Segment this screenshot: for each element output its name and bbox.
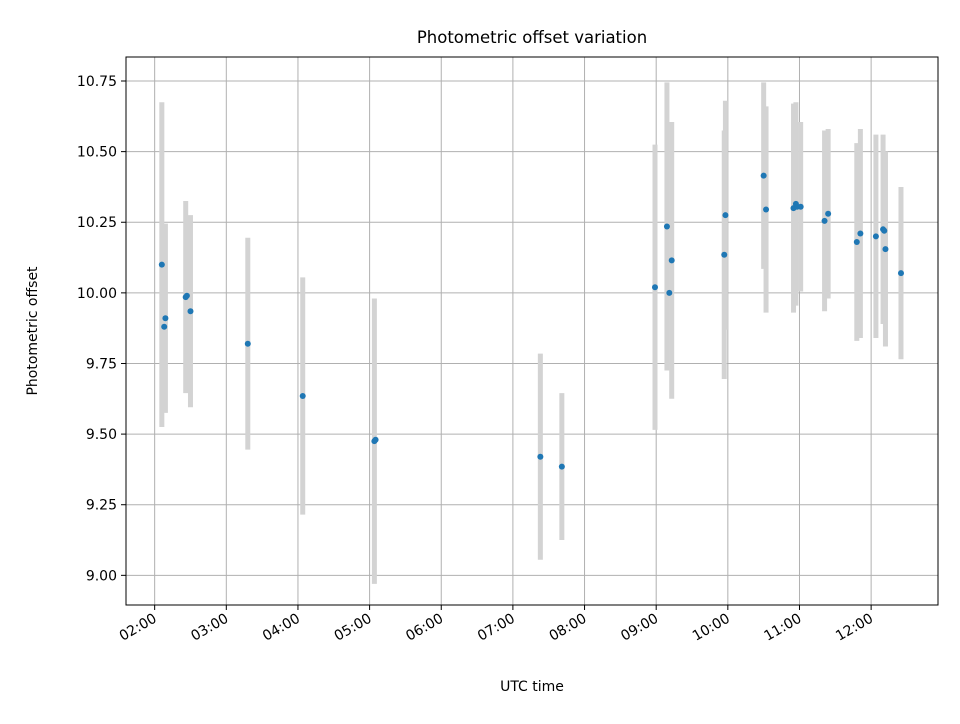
grid-layer (126, 57, 938, 605)
y-tick-label: 9.25 (86, 498, 117, 514)
data-point (158, 261, 165, 268)
data-point (372, 436, 379, 443)
data-point (668, 257, 675, 264)
x-tick-label: 03:00 (188, 611, 231, 645)
data-point (797, 203, 804, 210)
data-point (162, 315, 169, 322)
x-tick-label: 12:00 (833, 611, 876, 645)
point-layer (158, 172, 904, 470)
data-point (853, 239, 860, 246)
data-point (821, 217, 828, 224)
x-tick-label: 11:00 (762, 611, 805, 645)
y-tick-label: 9.75 (86, 356, 117, 372)
y-tick-label: 9.00 (86, 568, 117, 584)
data-point (651, 284, 658, 291)
data-point (666, 289, 673, 296)
y-tick-label: 10.75 (77, 74, 117, 90)
data-point (663, 223, 670, 230)
y-tick-label: 10.25 (77, 215, 117, 231)
x-tick-label: 07:00 (475, 611, 518, 645)
x-tick-label: 06:00 (403, 611, 446, 645)
data-point (187, 308, 194, 315)
errorbar-layer (159, 82, 904, 584)
plot-frame (125, 56, 939, 606)
x-axis-label: UTC time (500, 679, 564, 695)
data-point (299, 392, 306, 399)
data-point (722, 212, 729, 219)
y-tick-label: 10.50 (77, 145, 117, 161)
data-point (825, 210, 832, 217)
x-axis-ticks: 02:00 03:00 04:00 05:00 06:00 07:00 08:00 09:00… (117, 605, 876, 645)
chart-title: Photometric offset variation (417, 28, 647, 47)
x-tick-label: 08:00 (547, 611, 590, 645)
y-axis-ticks: 9.00 9.25 9.50 9.75 10.00 10.25 10.50 10.75 (77, 74, 126, 584)
data-point (872, 233, 879, 240)
y-axis-label: Photometric offset (25, 266, 41, 396)
y-tick-label: 10.00 (77, 286, 117, 302)
data-point (881, 227, 888, 234)
data-point (161, 323, 168, 330)
data-point (882, 246, 889, 253)
data-point (183, 292, 190, 299)
x-tick-label: 02:00 (117, 611, 160, 645)
x-tick-label: 05:00 (332, 611, 375, 645)
x-tick-label: 04:00 (260, 611, 303, 645)
data-point (763, 206, 770, 213)
x-tick-label: 10:00 (690, 611, 733, 645)
data-point (244, 340, 251, 347)
data-point (760, 172, 767, 179)
data-point (897, 270, 904, 277)
data-point (721, 251, 728, 258)
y-tick-label: 9.50 (86, 427, 117, 443)
data-point (857, 230, 864, 237)
data-point (537, 453, 544, 460)
data-point (558, 463, 565, 470)
x-tick-label: 09:00 (618, 611, 661, 645)
